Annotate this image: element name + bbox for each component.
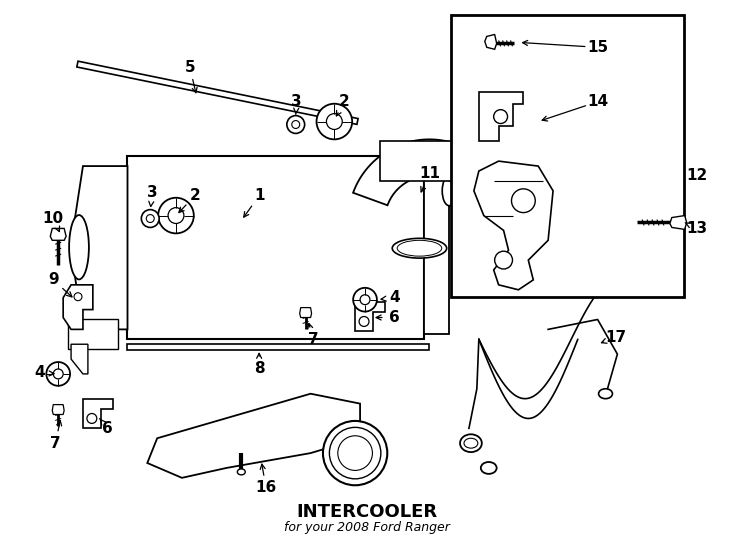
Polygon shape — [68, 320, 117, 349]
Ellipse shape — [460, 176, 474, 206]
Circle shape — [327, 113, 342, 130]
Text: 13: 13 — [686, 221, 707, 236]
Text: 17: 17 — [605, 330, 626, 345]
Text: 10: 10 — [43, 211, 64, 226]
Polygon shape — [52, 404, 64, 415]
Ellipse shape — [397, 240, 442, 256]
Text: 6: 6 — [102, 421, 113, 436]
Circle shape — [316, 104, 352, 139]
Bar — [451, 15, 683, 296]
Circle shape — [495, 251, 512, 269]
Polygon shape — [51, 228, 66, 240]
Text: 3: 3 — [291, 94, 302, 109]
Text: 5: 5 — [184, 59, 195, 75]
Circle shape — [353, 288, 377, 312]
Text: 2: 2 — [189, 188, 200, 203]
Polygon shape — [148, 394, 360, 478]
Polygon shape — [63, 285, 92, 329]
Ellipse shape — [599, 389, 612, 399]
Text: INTERCOOLER: INTERCOOLER — [297, 503, 437, 522]
Ellipse shape — [237, 469, 245, 475]
Bar — [424, 161, 449, 334]
Ellipse shape — [69, 215, 89, 279]
Text: 6: 6 — [389, 310, 400, 325]
Circle shape — [146, 214, 154, 222]
Ellipse shape — [460, 434, 482, 452]
Ellipse shape — [442, 176, 456, 206]
Circle shape — [512, 189, 535, 213]
Ellipse shape — [464, 438, 478, 448]
Text: 4: 4 — [390, 290, 400, 305]
Polygon shape — [355, 302, 385, 332]
Circle shape — [494, 110, 507, 124]
Circle shape — [54, 369, 63, 379]
Text: 3: 3 — [147, 185, 158, 200]
Polygon shape — [83, 399, 112, 428]
Text: 1: 1 — [254, 188, 264, 203]
Circle shape — [87, 414, 97, 423]
Polygon shape — [353, 139, 510, 217]
Text: 9: 9 — [48, 272, 59, 287]
Text: 4: 4 — [34, 366, 45, 381]
Text: for your 2008 Ford Ranger: for your 2008 Ford Ranger — [284, 521, 450, 534]
Polygon shape — [299, 308, 311, 318]
Ellipse shape — [323, 421, 388, 485]
Circle shape — [287, 116, 305, 133]
Circle shape — [360, 295, 370, 305]
Circle shape — [46, 362, 70, 386]
Ellipse shape — [338, 436, 372, 470]
Text: 7: 7 — [50, 436, 60, 451]
Text: 14: 14 — [587, 94, 608, 109]
Text: 16: 16 — [255, 480, 277, 495]
Polygon shape — [670, 215, 687, 230]
Circle shape — [168, 208, 184, 224]
Text: 12: 12 — [686, 168, 707, 184]
Bar — [380, 141, 459, 181]
Bar — [449, 176, 467, 206]
Circle shape — [359, 316, 369, 326]
Ellipse shape — [481, 462, 497, 474]
Circle shape — [142, 210, 159, 227]
Text: 8: 8 — [254, 361, 264, 376]
Text: 7: 7 — [308, 332, 319, 347]
Circle shape — [292, 120, 299, 129]
Circle shape — [158, 198, 194, 233]
Bar — [128, 344, 429, 350]
Polygon shape — [71, 344, 88, 374]
Polygon shape — [474, 161, 553, 290]
Polygon shape — [75, 166, 128, 329]
Bar — [128, 156, 424, 339]
Polygon shape — [479, 92, 523, 141]
Ellipse shape — [330, 427, 381, 479]
Bar — [77, 61, 358, 124]
Text: 15: 15 — [587, 40, 608, 55]
Text: 11: 11 — [419, 165, 440, 180]
Ellipse shape — [392, 238, 447, 258]
Circle shape — [74, 293, 82, 301]
Text: 2: 2 — [339, 94, 349, 109]
Polygon shape — [484, 35, 497, 49]
